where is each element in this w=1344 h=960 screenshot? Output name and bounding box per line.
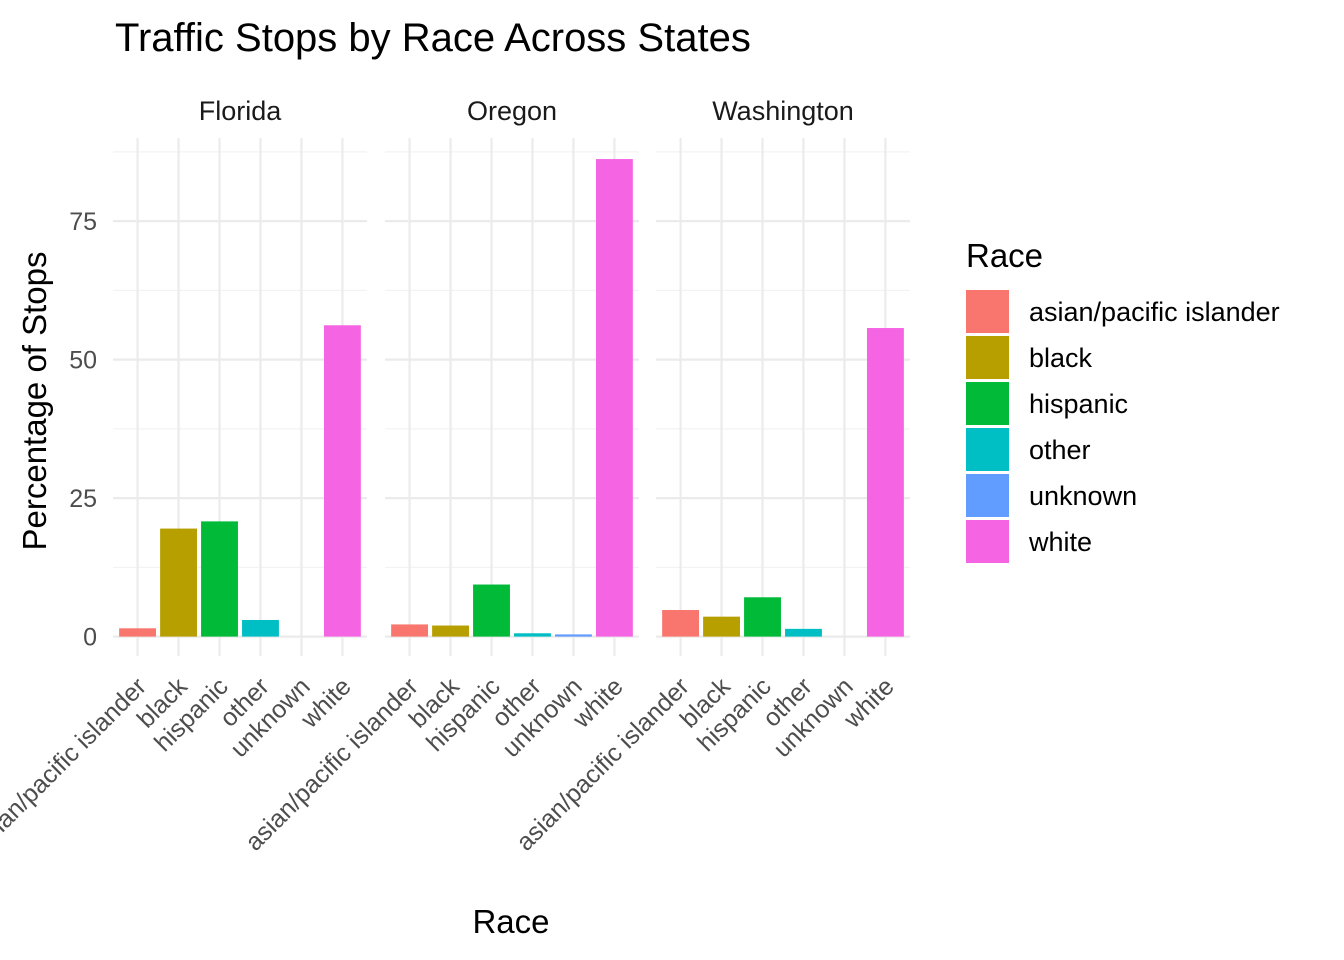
x-axis-title: Race bbox=[472, 903, 549, 940]
legend-label: asian/pacific islander bbox=[1029, 297, 1280, 327]
facet-strip-label: Florida bbox=[199, 96, 283, 126]
legend-label: other bbox=[1029, 435, 1091, 465]
y-tick-label: 50 bbox=[69, 347, 97, 375]
bar-washington-other bbox=[785, 628, 822, 637]
bars-layer bbox=[119, 159, 904, 637]
bar-oregon-black bbox=[432, 625, 469, 637]
facet-strip-label: Washington bbox=[712, 96, 854, 126]
bar-florida-black bbox=[160, 528, 197, 637]
bar-washington-black bbox=[703, 616, 740, 637]
legend-key bbox=[966, 520, 1009, 563]
bar-washington-hispanic bbox=[744, 597, 781, 637]
legend-label: hispanic bbox=[1029, 389, 1128, 419]
y-axis-title: Percentage of Stops bbox=[16, 251, 53, 550]
legend-key bbox=[966, 428, 1009, 471]
bar-washington-asian-pacific-islander bbox=[662, 610, 700, 637]
bar-washington-white bbox=[866, 328, 904, 637]
legend-title: Race bbox=[966, 237, 1043, 274]
bar-oregon-other bbox=[514, 633, 551, 637]
chart-title: Traffic Stops by Race Across States bbox=[115, 16, 751, 60]
legend-key bbox=[966, 474, 1009, 517]
bar-oregon-asian-pacific-islander bbox=[391, 624, 429, 637]
legend-label: unknown bbox=[1029, 481, 1137, 511]
bar-florida-other bbox=[242, 619, 279, 637]
x-tick-label: asian/pacific islander bbox=[0, 672, 152, 856]
bar-florida-asian-pacific-islander bbox=[119, 628, 157, 637]
facet-strip-label: Oregon bbox=[467, 96, 557, 126]
legend-key bbox=[966, 290, 1009, 333]
legend-key bbox=[966, 336, 1009, 379]
bar-oregon-unknown bbox=[555, 634, 592, 637]
y-tick-label: 75 bbox=[69, 208, 97, 236]
bar-oregon-white bbox=[595, 159, 633, 637]
legend: asian/pacific islander black hispanic other… bbox=[966, 290, 1280, 563]
legend-label: black bbox=[1029, 343, 1093, 373]
legend-key bbox=[966, 382, 1009, 425]
bar-florida-hispanic bbox=[201, 521, 238, 637]
bar-florida-white bbox=[323, 325, 361, 637]
y-tick-label: 0 bbox=[83, 624, 97, 652]
bar-oregon-hispanic bbox=[473, 584, 510, 637]
legend-label: white bbox=[1028, 527, 1092, 557]
y-tick-label: 25 bbox=[69, 485, 97, 513]
